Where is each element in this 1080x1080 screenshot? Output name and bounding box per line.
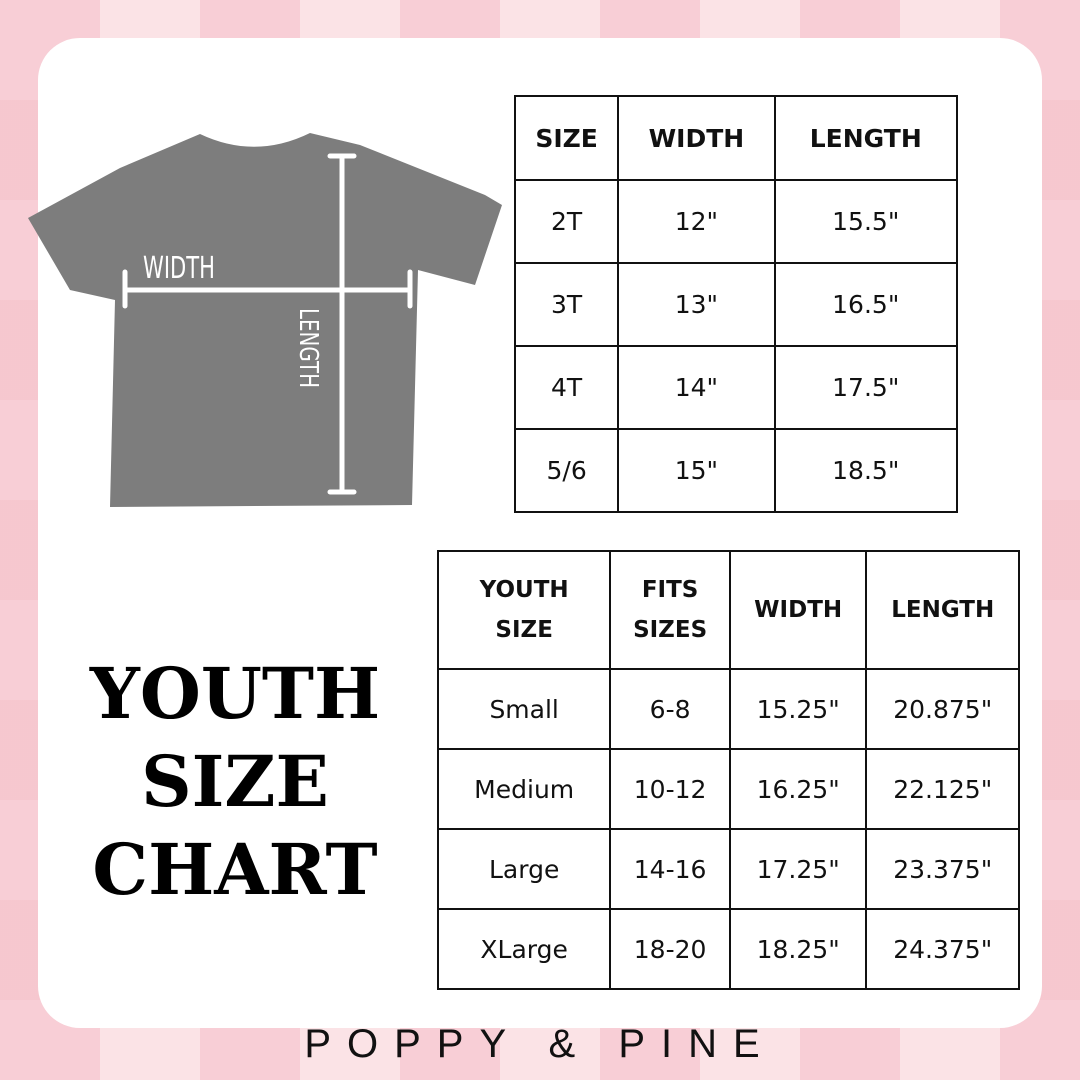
cell: 6-8 xyxy=(609,668,731,750)
cell: 18.25" xyxy=(728,908,868,990)
header-length: LENGTH xyxy=(865,550,1020,670)
cell: 20.875" xyxy=(865,668,1020,750)
cell: 23.375" xyxy=(865,828,1020,910)
header-youth-size: YOUTH SIZE xyxy=(436,550,612,670)
tshirt-illustration: WIDTH LENGTH xyxy=(28,133,502,507)
table-row: XLarge 18-20 18.25" 24.375" xyxy=(436,908,1020,990)
header-length: LENGTH xyxy=(773,95,958,181)
cell: XLarge xyxy=(436,908,612,990)
table-row: 5/6 15" 18.5" xyxy=(513,428,958,513)
cell: 3T xyxy=(513,262,620,347)
cell: 14-16 xyxy=(609,828,731,910)
table-row: 2T 12" 15.5" xyxy=(513,179,958,264)
cell: 14" xyxy=(617,345,776,430)
header-width: WIDTH xyxy=(617,95,776,181)
table-header-row: YOUTH SIZE FITS SIZES WIDTH LENGTH xyxy=(436,550,1020,670)
title-line: SIZE xyxy=(141,740,329,823)
header-size: SIZE xyxy=(513,95,620,181)
table-header-row: SIZE WIDTH LENGTH xyxy=(513,95,958,181)
header-fits-sizes: FITS SIZES xyxy=(609,550,731,670)
cell: 15" xyxy=(617,428,776,513)
title-line: YOUTH xyxy=(89,652,381,735)
cell: 10-12 xyxy=(609,748,731,830)
brand-footer: POPPY & PINE xyxy=(304,1022,776,1066)
cell: 5/6 xyxy=(513,428,620,513)
cell: 24.375" xyxy=(865,908,1020,990)
cell: 15.5" xyxy=(773,179,958,264)
cell: Small xyxy=(436,668,612,750)
toddler-size-table: SIZE WIDTH LENGTH 2T 12" 15.5" 3T 13" 16.5" … xyxy=(513,95,958,513)
cell: 22.125" xyxy=(865,748,1020,830)
width-label: WIDTH xyxy=(143,251,215,286)
cell: 15.25" xyxy=(728,668,868,750)
cell: 16.5" xyxy=(773,262,958,347)
page-title: YOUTH SIZE CHART xyxy=(60,650,410,914)
cell: 2T xyxy=(513,179,620,264)
cell: 18-20 xyxy=(609,908,731,990)
length-label: LENGTH xyxy=(293,308,323,388)
header-width: WIDTH xyxy=(728,550,868,670)
cell: 17.25" xyxy=(728,828,868,910)
cell: 4T xyxy=(513,345,620,430)
youth-size-table: YOUTH SIZE FITS SIZES WIDTH LENGTH Small 6-… xyxy=(436,550,1020,990)
cell: 13" xyxy=(617,262,776,347)
tshirt-shape xyxy=(28,133,502,507)
cell: 17.5" xyxy=(773,345,958,430)
table-row: 4T 14" 17.5" xyxy=(513,345,958,430)
cell: Medium xyxy=(436,748,612,830)
table-row: Large 14-16 17.25" 23.375" xyxy=(436,828,1020,910)
cell: Large xyxy=(436,828,612,910)
table-row: 3T 13" 16.5" xyxy=(513,262,958,347)
table-row: Medium 10-12 16.25" 22.125" xyxy=(436,748,1020,830)
cell: 18.5" xyxy=(773,428,958,513)
title-line: CHART xyxy=(92,828,378,911)
cell: 16.25" xyxy=(728,748,868,830)
table-row: Small 6-8 15.25" 20.875" xyxy=(436,668,1020,750)
cell: 12" xyxy=(617,179,776,264)
